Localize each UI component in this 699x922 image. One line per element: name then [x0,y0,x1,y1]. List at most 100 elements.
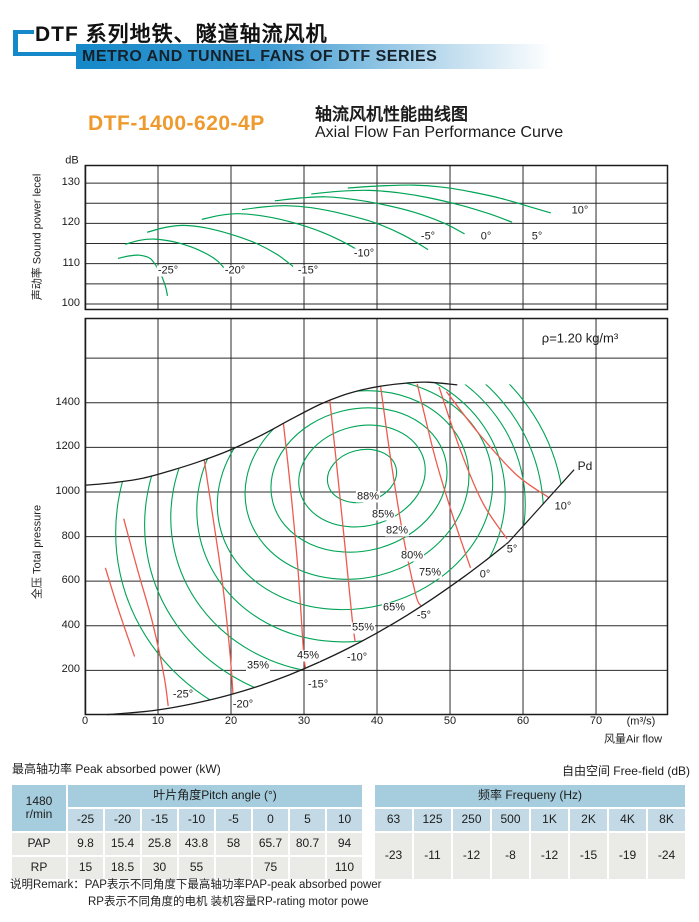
sound-y-tick: 100 [61,296,80,309]
row-label-PAP: PAP [12,833,66,855]
pitch-curve-extra [104,567,136,657]
row-label-RP: RP [12,857,66,879]
sound-curve--15° [146,224,294,267]
power-value-cell [290,857,325,879]
chart-annotation: dB [65,154,79,167]
angle-col-header: -25 [68,809,103,831]
curve-title-en: Axial Flow Fan Performance Curve [315,124,564,141]
chart-annotation: (m³/s) [626,715,656,728]
flow-x-tick: 30 [297,715,311,727]
noise-value-cell: -19 [609,833,646,879]
power-value-cell: 25.8 [142,833,177,855]
remark: 说明Remark：PAP表示不同角度下最高轴功率PAP-peak absorbe… [10,877,382,910]
angle-col-header: -15 [142,809,177,831]
noise-value-cell: -12 [453,833,490,879]
sound-curve--5° [241,205,429,251]
angle-col-header: -5 [216,809,251,831]
sound-y-tick: 120 [61,216,80,229]
angle-col-header: 0 [253,809,288,831]
freq-col-header: 4K [609,809,646,831]
chart-annotation: 风量Air flow [603,733,663,746]
remark-line-2: RP表示不同角度的电机 装机容量RP-rating motor powe [88,895,369,908]
rpm-cell: 1480 r/min [12,785,66,831]
flow-x-tick: 50 [443,715,457,727]
page-subtitle-band: METRO AND TUNNEL FANS OF DTF SERIES [76,44,552,69]
sound-curve-0° [274,196,465,235]
pressure-y-tick: 400 [61,618,80,631]
envelope-curve [84,381,458,486]
chart-annotation: 声动率 Sound power lecel [31,173,44,301]
pd-curve [106,541,509,716]
pitch-curve--10° [328,398,356,642]
pitch-curve--20° [203,458,234,698]
sound-curve--10° [201,213,371,259]
power-value-cell [216,857,251,879]
pd-leader-line [507,469,575,543]
pitch-curve--15° [281,411,307,670]
power-value-cell: 43.8 [179,833,214,855]
sound-curve-10° [347,184,551,214]
efficiency-ring-82% [270,407,448,553]
header-bracket-bottom [13,52,77,56]
performance-chart-svg [84,317,669,716]
performance-chart [84,317,669,716]
efficiency-ring-85% [298,424,426,528]
noise-table: 频率 Frequeny (Hz) 63 125 250 500 1K 2K 4K 8K -23 -1… [373,783,687,881]
power-value-cell: 80.7 [290,833,325,855]
noise-table-title: 自由空间 Free-field (dB) [561,764,690,778]
sound-y-tick: 130 [61,176,80,189]
pressure-y-tick: 800 [61,529,80,542]
curve-title-cn: 轴流风机性能曲线图 [315,105,468,124]
freq-col-header: 2K [570,809,607,831]
frequency-header: 频率 Frequeny (Hz) [375,785,685,807]
efficiency-ring-45% [144,381,544,706]
flow-x-tick: 0 [81,715,89,727]
pitch-angle-header: 叶片角度Pitch angle (°) [68,785,362,807]
power-value-cell: 65.7 [253,833,288,855]
efficiency-ring-65% [196,381,506,643]
pitch-curve-5° [438,386,508,540]
pressure-y-tick: 1400 [55,395,80,408]
noise-table-grid: 频率 Frequeny (Hz) 63 125 250 500 1K 2K 4K 8K -23 -1… [373,783,687,881]
power-value-cell: 15.4 [105,833,140,855]
angle-col-header: 10 [327,809,362,831]
freq-col-header: 1K [531,809,568,831]
pressure-y-tick: 200 [61,663,80,676]
power-table: 1480 r/min 叶片角度Pitch angle (°) -25 -20 -15 -10… [10,783,364,881]
power-table-title: 最高轴功率 Peak absorbed power (kW) [12,762,221,776]
flow-x-tick: 40 [370,715,384,727]
page-title: DTF 系列地铁、隧道轴流风机 [35,23,328,46]
angle-col-header: -20 [105,809,140,831]
sound-curve-5° [311,189,513,223]
noise-value-cell: -8 [492,833,529,879]
power-value-cell: 15 [68,857,103,879]
efficiency-ring-35% [115,381,565,716]
pitch-curve--25° [123,518,169,707]
freq-col-header: 8K [648,809,685,831]
freq-col-header: 63 [375,809,412,831]
power-value-cell: 30 [142,857,177,879]
model-code: DTF-1400-620-4P [88,112,265,135]
noise-value-cell: -12 [531,833,568,879]
pitch-curve-10° [445,391,549,499]
power-value-cell: 94 [327,833,362,855]
power-table-grid: 1480 r/min 叶片角度Pitch angle (°) -25 -20 -15 -10… [10,783,364,881]
pitch-curve--5° [380,387,422,607]
angle-col-header: -10 [179,809,214,831]
sound-power-chart [84,164,669,311]
freq-col-header: 500 [492,809,529,831]
flow-x-tick: 60 [516,715,530,727]
chart-annotation: 全压 Total pressure [31,504,44,600]
flow-x-tick: 20 [224,715,238,727]
freq-col-header: 250 [453,809,490,831]
power-value-cell: 55 [179,857,214,879]
sound-curve--25° [117,254,169,297]
efficiency-ring-75% [216,381,494,611]
flow-x-tick: 70 [589,715,603,727]
noise-value-cell: -23 [375,833,412,879]
noise-value-cell: -24 [648,833,685,879]
remark-line-1: 说明Remark：PAP表示不同角度下最高轴功率PAP-peak absorbe… [10,879,382,891]
power-value-cell: 58 [216,833,251,855]
pressure-y-tick: 1000 [55,484,80,497]
